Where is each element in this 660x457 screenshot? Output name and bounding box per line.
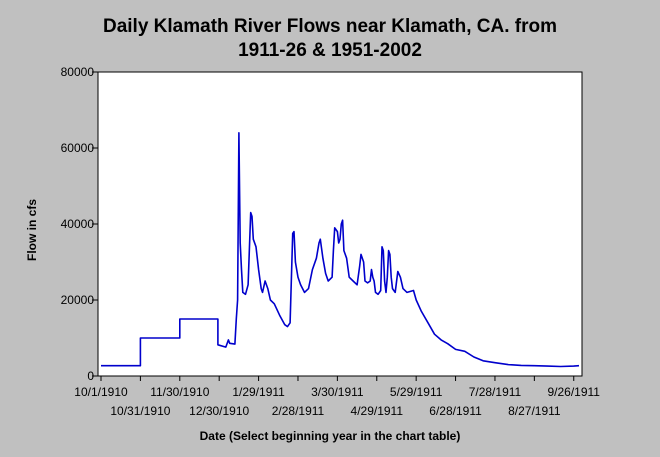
y-tick-label: 0 — [87, 369, 94, 383]
x-tick-label: 6/28/1911 — [429, 404, 482, 418]
x-tick-label: 3/30/1911 — [311, 385, 364, 399]
y-axis: 0 20000 40000 60000 80000 — [61, 65, 98, 383]
y-tick-label: 60000 — [61, 141, 95, 155]
x-tick-label: 1/29/1911 — [232, 385, 285, 399]
series-layer — [101, 132, 580, 368]
chart-title-line-1: Daily Klamath River Flows near Klamath, … — [102, 16, 557, 37]
x-axis-title: Date (Select beginning year in the chart… — [200, 429, 461, 443]
x-tick-label: 11/30/1910 — [150, 385, 209, 399]
x-tick-label: 10/31/1910 — [110, 404, 170, 418]
x-axis: 10/1/1910 10/31/1910 11/30/1910 12/30/1910 1… — [74, 376, 600, 418]
x-tick-label: 5/29/1911 — [390, 385, 443, 399]
y-axis-title: Flow in cfs — [25, 199, 39, 261]
y-tick-label: 40000 — [61, 217, 95, 231]
x-tick-label: 7/28/1911 — [469, 385, 522, 399]
plot-area — [97, 71, 583, 377]
y-tick-label: 80000 — [61, 65, 95, 79]
flow-series-line — [101, 132, 580, 368]
x-tick-label: 4/29/1911 — [351, 404, 404, 418]
x-tick-label: 8/27/1911 — [508, 404, 561, 418]
x-tick-label: 10/1/1910 — [74, 385, 128, 399]
x-tick-label: 9/26/1911 — [547, 385, 600, 399]
chart-title-line-2: 1911-26 & 1951-2002 — [238, 40, 422, 61]
x-tick-label: 12/30/1910 — [189, 404, 249, 418]
y-tick-label: 20000 — [61, 293, 95, 307]
x-tick-label: 2/28/1911 — [272, 404, 325, 418]
